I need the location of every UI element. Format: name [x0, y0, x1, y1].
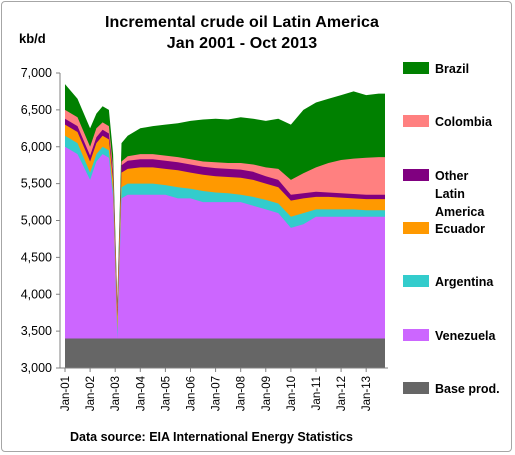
y-tick-label: 7,000 — [21, 66, 52, 80]
area-venezuela — [65, 146, 385, 368]
x-tick-label: Jan-13 — [361, 376, 373, 411]
legend-label-venezuela: Venezuela — [435, 329, 496, 343]
x-tick-label: Jan-12 — [336, 376, 348, 411]
x-tick-label: Jan-03 — [110, 376, 122, 411]
data-source-note: Data source: EIA International Energy St… — [70, 430, 353, 444]
y-tick-label: 4,500 — [21, 250, 52, 264]
x-tick-label: Jan-04 — [135, 375, 147, 411]
legend-label-ecuador: Ecuador — [435, 222, 485, 236]
y-tick-label: 6,000 — [21, 140, 52, 154]
axes: 3,000 3,500 4,000 4,500 5,000 5,500 6,000 6,500… — [21, 66, 388, 411]
x-tick-label: Jan-07 — [211, 376, 223, 411]
x-tick-label: Jan-11 — [311, 376, 323, 410]
y-tick-label: 6,500 — [21, 103, 52, 117]
y-axis-label: kb/d — [19, 31, 46, 46]
legend: Brazil Colombia Other Latin America Ecuador Ar… — [403, 62, 500, 396]
legend-swatch-brazil — [403, 62, 429, 74]
y-tick-label: 5,000 — [21, 214, 52, 228]
legend-swatch-other-latin-america — [403, 169, 429, 181]
plot-areas — [65, 84, 385, 369]
area-base-prod — [65, 338, 385, 368]
legend-swatch-ecuador — [403, 222, 429, 234]
chart-subtitle: Jan 2001 - Oct 2013 — [166, 35, 318, 52]
legend-label-argentina: Argentina — [435, 275, 494, 289]
legend-label-base-prod: Base prod. — [435, 382, 500, 396]
x-tick-label: Jan-05 — [160, 376, 172, 411]
y-tick-label: 3,000 — [21, 361, 52, 375]
y-tick-label: 4,000 — [21, 287, 52, 301]
legend-label-other-latin-america: Other Latin America — [435, 169, 485, 219]
y-tick-label: 3,500 — [21, 324, 52, 338]
x-tick-label: Jan-10 — [286, 376, 298, 411]
legend-label-colombia: Colombia — [435, 115, 493, 129]
x-tick-label: Jan-08 — [236, 376, 248, 411]
x-tick-label: Jan-01 — [60, 376, 72, 411]
legend-swatch-argentina — [403, 275, 429, 287]
legend-swatch-base-prod — [403, 382, 429, 394]
legend-swatch-colombia — [403, 115, 429, 127]
x-tick-label: Jan-02 — [85, 376, 97, 411]
legend-label-brazil: Brazil — [435, 62, 469, 76]
chart-title: Incremental crude oil Latin America — [104, 14, 380, 31]
legend-swatch-venezuela — [403, 329, 429, 341]
x-tick-label: Jan-06 — [185, 376, 197, 411]
y-tick-label: 5,500 — [21, 177, 52, 191]
x-tick-label: Jan-09 — [261, 376, 273, 411]
